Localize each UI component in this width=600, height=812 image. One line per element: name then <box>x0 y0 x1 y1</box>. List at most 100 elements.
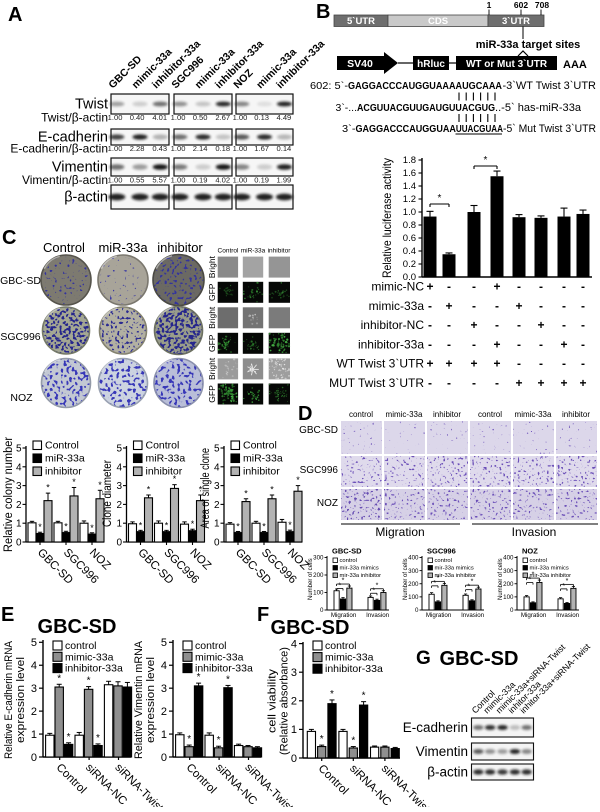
svg-text:0: 0 <box>415 607 419 614</box>
svg-text:5: 5 <box>16 444 22 455</box>
svg-text:GFP: GFP <box>207 385 217 403</box>
svg-text:1.00: 1.00 <box>171 113 186 122</box>
svg-text:0: 0 <box>161 752 167 764</box>
svg-text:control: control <box>435 558 452 564</box>
svg-text:mimic-33a: mimic-33a <box>369 299 425 313</box>
svg-text:Relative luciferase activity: Relative luciferase activity <box>380 158 394 278</box>
svg-text:200: 200 <box>503 581 514 588</box>
svg-text:0.2: 0.2 <box>403 259 416 270</box>
svg-text:0: 0 <box>320 607 324 614</box>
svg-text:mimic-33a: mimic-33a <box>515 410 552 419</box>
svg-text:GFP: GFP <box>207 283 217 301</box>
svg-text:Invasion: Invasion <box>461 612 485 619</box>
svg-text:*: * <box>338 583 341 590</box>
svg-text:-: - <box>517 337 521 351</box>
svg-text:*: * <box>372 587 375 594</box>
svg-text:2: 2 <box>116 500 122 511</box>
svg-text:inhibitor: inhibitor <box>268 248 292 255</box>
svg-text:SGC996: SGC996 <box>427 547 456 556</box>
svg-text:*: * <box>57 673 61 684</box>
svg-text:1.00: 1.00 <box>171 144 186 153</box>
svg-text:mimic-33a: mimic-33a <box>195 651 244 663</box>
svg-text:mir-33a inhibitor: mir-33a inhibitor <box>435 573 477 579</box>
svg-text:mir-33a mimics: mir-33a mimics <box>435 566 474 572</box>
svg-text:*: * <box>244 488 248 498</box>
svg-text:F: F <box>257 604 269 626</box>
svg-text:GBC-SD: GBC-SD <box>38 616 117 638</box>
svg-text:-: - <box>428 299 432 313</box>
svg-text:mimic-NC: mimic-NC <box>371 280 424 294</box>
svg-text:inhibitor-33a: inhibitor-33a <box>195 663 253 675</box>
svg-text:+: + <box>493 280 500 294</box>
svg-text:1.8: 1.8 <box>403 155 416 166</box>
svg-text:-: - <box>581 280 585 294</box>
svg-text:+: + <box>470 318 477 332</box>
svg-text:2.67: 2.67 <box>215 113 230 122</box>
svg-text:0: 0 <box>214 538 220 549</box>
svg-text:Control: Control <box>146 440 180 452</box>
svg-text:inhibitor: inhibitor <box>433 410 461 419</box>
svg-text:4.01: 4.01 <box>152 113 167 122</box>
svg-text:NOZ: NOZ <box>317 498 338 509</box>
svg-text:-: - <box>539 299 543 313</box>
svg-text:E-cadherin: E-cadherin <box>403 720 468 735</box>
svg-text:Bright: Bright <box>207 357 217 380</box>
svg-text:*: * <box>165 520 169 530</box>
svg-text:Number of cells: Number of cells <box>498 558 504 600</box>
svg-text:+: + <box>426 357 433 371</box>
svg-text:1.67: 1.67 <box>254 144 269 153</box>
svg-text:*: * <box>433 580 436 587</box>
svg-text:ACGUUACGUUGAUGUUACGUG: ACGUUACGUUGAUGUUACGUG <box>357 102 495 114</box>
svg-text:0.18: 0.18 <box>215 144 230 153</box>
svg-text:5: 5 <box>31 637 37 649</box>
svg-text:Bright: Bright <box>207 255 217 278</box>
svg-text:*: * <box>437 575 440 582</box>
svg-text:-: - <box>562 280 566 294</box>
svg-text:inhibitor: inhibitor <box>243 466 280 478</box>
svg-text:0.14: 0.14 <box>276 144 291 153</box>
svg-text:0: 0 <box>16 538 22 549</box>
svg-text:-: - <box>562 318 566 332</box>
svg-text:+: + <box>560 337 567 351</box>
svg-text:-: - <box>517 318 521 332</box>
svg-text:3`UTR: 3`UTR <box>502 16 530 27</box>
svg-text:E: E <box>1 604 14 626</box>
svg-text:*: * <box>566 578 569 585</box>
svg-text:*: * <box>98 480 102 490</box>
svg-text:Twist/β-actin: Twist/β-actin <box>41 111 108 125</box>
svg-text:control: control <box>349 410 373 419</box>
svg-text:1.4: 1.4 <box>403 181 416 192</box>
svg-text:2.14: 2.14 <box>193 144 208 153</box>
svg-text:0.8: 0.8 <box>403 220 416 231</box>
svg-text:hRluc: hRluc <box>417 59 445 70</box>
svg-text:control: control <box>65 640 97 652</box>
svg-text:*: * <box>438 193 442 204</box>
svg-text:*: * <box>217 735 221 746</box>
svg-text:*: * <box>46 483 50 493</box>
svg-text:-: - <box>539 280 543 294</box>
svg-text:B: B <box>316 1 330 23</box>
svg-text:inhibitor: inhibitor <box>157 240 203 255</box>
svg-text:GBC-SD: GBC-SD <box>299 425 338 436</box>
svg-text:*: * <box>96 733 100 744</box>
svg-text:5`UTR: 5`UTR <box>347 16 375 27</box>
svg-text:(Relative absorbance): (Relative absorbance) <box>279 647 291 755</box>
svg-text:1: 1 <box>116 519 122 530</box>
svg-text:*: * <box>72 477 76 487</box>
svg-text:mir-33a inhibitor: mir-33a inhibitor <box>530 573 572 579</box>
svg-text:-: - <box>447 280 451 294</box>
svg-text:Bright: Bright <box>207 306 217 329</box>
svg-text:-5` Mut Twist 3`UTR: -5` Mut Twist 3`UTR <box>503 123 596 135</box>
svg-text:Control: Control <box>45 440 79 452</box>
svg-text:1.99: 1.99 <box>276 176 291 185</box>
svg-text:0.19: 0.19 <box>254 176 269 185</box>
svg-text:+: + <box>445 357 452 371</box>
svg-text:mir-33a inhibitor: mir-33a inhibitor <box>340 573 382 579</box>
svg-text:WT or Mut 3`UTR: WT or Mut 3`UTR <box>466 59 548 70</box>
svg-text:β-actin: β-actin <box>427 765 468 780</box>
svg-text:5: 5 <box>161 637 167 649</box>
svg-text:control: control <box>530 558 547 564</box>
svg-text:miR-33a target sites: miR-33a target sites <box>476 39 581 51</box>
svg-text:miR-33a: miR-33a <box>241 248 266 255</box>
svg-text:Vimentin/β-actin: Vimentin/β-actin <box>22 173 108 187</box>
